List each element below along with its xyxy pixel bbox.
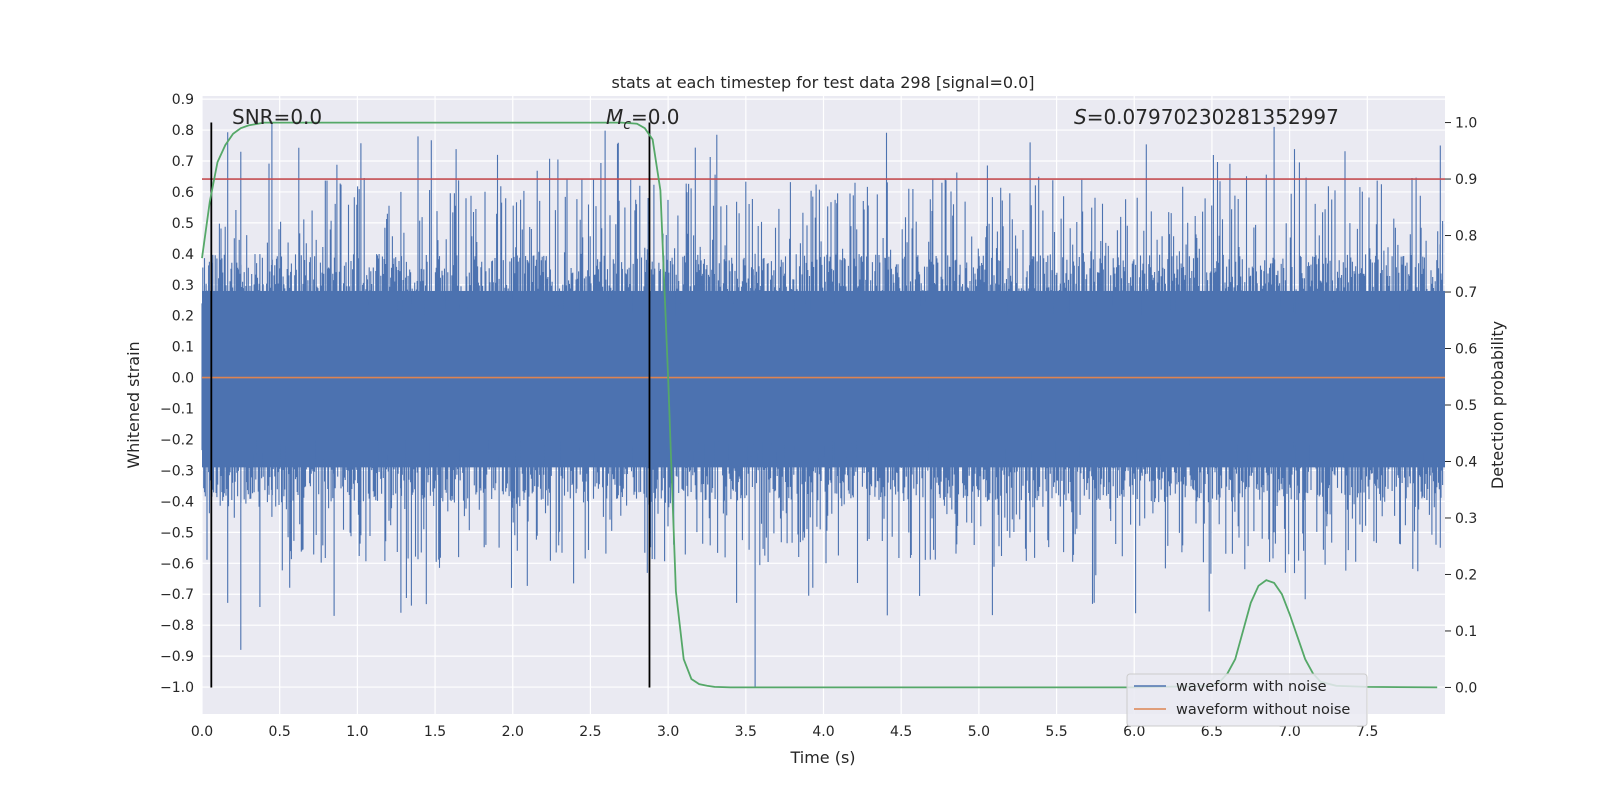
s-annotation: S=0.07970230281352997 <box>1074 105 1339 129</box>
legend: waveform with noise waveform without noi… <box>1126 673 1368 727</box>
y2-tick-label: 0.8 <box>1455 229 1477 245</box>
legend-box <box>1126 673 1368 727</box>
y2-tick-label: 0.6 <box>1455 342 1477 358</box>
y-axis-label: Whitened strain <box>124 341 143 468</box>
y-tick-label: 0.0 <box>172 371 194 387</box>
legend-noise-label: waveform with noise <box>1176 679 1327 695</box>
detection-probability-line <box>201 121 1438 689</box>
chart-title: stats at each timestep for test data 298… <box>611 73 1034 92</box>
y-tick-label: −1.0 <box>160 680 194 696</box>
x-tick-label: 7.0 <box>1278 724 1300 740</box>
snr-value: 0.0 <box>290 105 322 129</box>
y-tick-label: 0.8 <box>172 123 194 139</box>
y-tick-label: 0.4 <box>172 247 194 263</box>
y-tick-label: −0.9 <box>160 649 194 665</box>
legend-clean-label: waveform without noise <box>1176 702 1350 718</box>
y2-tick-label: 0.0 <box>1455 680 1477 696</box>
y2-tick-label: 0.9 <box>1455 172 1477 188</box>
y2-tick-label: 0.1 <box>1455 624 1477 640</box>
y-tick-label: −0.2 <box>160 433 194 449</box>
y-tick-label: 0.1 <box>172 340 194 356</box>
x-tick-label: 0.0 <box>191 724 213 740</box>
chirp-mass-annotation: Mc=0.0 <box>606 105 680 133</box>
x-tick-label: 0.5 <box>269 724 291 740</box>
y2-tick-label: 0.4 <box>1455 454 1477 470</box>
x-tick-label: 7.5 <box>1356 724 1378 740</box>
y-tick-label: −0.5 <box>160 525 194 541</box>
x-tick-label: 4.5 <box>890 724 912 740</box>
s-symbol: S <box>1074 105 1087 129</box>
mc-value: =0.0 <box>631 105 680 129</box>
y2-tick-label: 0.7 <box>1455 285 1477 301</box>
y2-tick-label: 0.2 <box>1455 567 1477 583</box>
y2-axis-label: Detection probability <box>1488 321 1507 489</box>
y-tick-label: −0.7 <box>160 587 194 603</box>
y-tick-label: −0.8 <box>160 618 194 634</box>
y-tick-label: 0.9 <box>172 92 194 108</box>
y-tick-label: −0.4 <box>160 494 194 510</box>
x-tick-label: 2.0 <box>502 724 524 740</box>
x-tick-label: 3.5 <box>735 724 757 740</box>
snr-annotation: SNR=0.0 <box>232 105 322 129</box>
x-tick-label: 5.0 <box>968 724 990 740</box>
x-tick-label: 1.5 <box>424 724 446 740</box>
s-value: =0.07970230281352997 <box>1087 105 1339 129</box>
y-tick-label: 0.2 <box>172 309 194 325</box>
y2-tick-label: 0.5 <box>1455 398 1477 414</box>
x-tick-label: 6.5 <box>1201 724 1223 740</box>
x-tick-label: 4.0 <box>812 724 834 740</box>
y-tick-label: 0.3 <box>172 278 194 294</box>
y-tick-label: 0.7 <box>172 154 194 170</box>
y-tick-label: 0.5 <box>172 216 194 232</box>
y-tick-label: −0.1 <box>160 402 194 418</box>
y2-tick-label: 1.0 <box>1455 116 1477 132</box>
overlay-layer <box>201 121 1445 689</box>
tick-labels: 0.0 0.5 1.0 1.5 2.0 2.5 3.0 3.5 4.0 4.5 5.0 5.5 6.0 6… <box>160 92 1477 740</box>
waveform-with-noise-series <box>201 123 1445 688</box>
y2-tick-label: 0.3 <box>1455 511 1477 527</box>
y-tick-label: −0.6 <box>160 556 194 572</box>
x-tick-label: 6.0 <box>1123 724 1145 740</box>
mc-subscript: c <box>623 117 631 133</box>
snr-prefix: SNR= <box>232 105 290 129</box>
x-tick-label: 2.5 <box>579 724 601 740</box>
mc-symbol: M <box>606 105 623 129</box>
x-tick-label: 1.0 <box>346 724 368 740</box>
x-axis-label: Time (s) <box>789 748 855 767</box>
y-tick-label: 0.6 <box>172 185 194 201</box>
y-tick-label: −0.3 <box>160 463 194 479</box>
x-tick-label: 5.5 <box>1045 724 1067 740</box>
x-tick-label: 3.0 <box>657 724 679 740</box>
